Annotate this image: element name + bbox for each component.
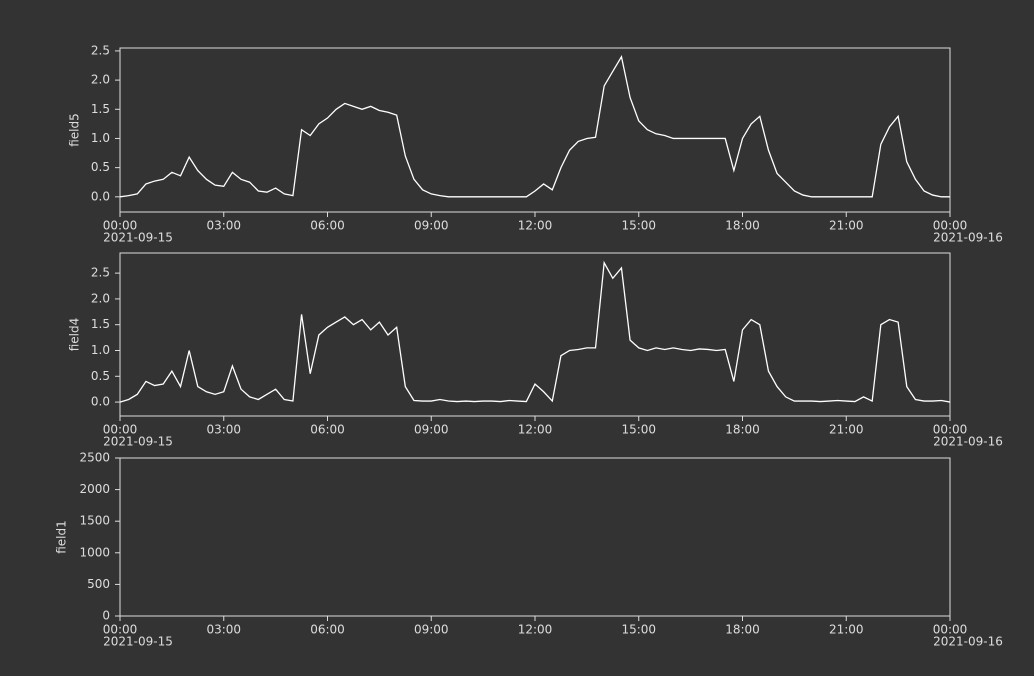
y-tick-label: 0.5 [91,160,110,174]
x-date-label: 2021-09-16 [933,635,1003,649]
y-axis-label: field1 [55,520,69,554]
x-tick-label: 00:00 [933,219,968,233]
x-tick-label: 00:00 [103,423,138,437]
y-axis-label: field5 [68,113,82,147]
x-tick-label: 00:00 [933,623,968,637]
y-tick-label: 0.0 [91,395,110,409]
x-date-label: 2021-09-15 [103,231,173,245]
x-tick-label: 21:00 [829,423,864,437]
y-tick-label: 1.5 [91,317,110,331]
x-tick-label: 12:00 [518,623,553,637]
y-tick-label: 0.5 [91,369,110,383]
x-tick-label: 03:00 [206,423,241,437]
x-date-label: 2021-09-16 [933,231,1003,245]
x-tick-label: 00:00 [933,423,968,437]
data-line [119,54,950,198]
x-tick-label: 09:00 [414,219,449,233]
y-tick-label: 2.5 [91,43,110,57]
y-axis-label: field4 [68,318,82,352]
x-tick-label: 18:00 [725,219,760,233]
x-tick-label: 00:00 [103,219,138,233]
plot-frame [119,457,951,617]
x-tick-label: 15:00 [621,423,656,437]
y-tick-label: 2.0 [91,73,110,87]
y-tick-label: 0.0 [91,189,110,203]
plot-frame [119,47,951,213]
x-date-label: 2021-09-15 [103,635,173,649]
y-tick-label: 500 [87,577,110,591]
x-date-label: 2021-09-16 [933,435,1003,449]
x-tick-label: 09:00 [414,423,449,437]
data-line [119,260,951,403]
x-tick-label: 06:00 [310,423,345,437]
y-tick-label: 1500 [79,514,110,528]
x-tick-label: 12:00 [518,219,553,233]
x-tick-label: 18:00 [725,423,760,437]
x-tick-label: 21:00 [829,623,864,637]
y-tick-label: 1.5 [91,102,110,116]
subplot: 0500100015002000250000:002021-09-1503:00… [55,451,1003,649]
y-tick-label: 2.5 [91,266,110,280]
x-tick-label: 15:00 [621,623,656,637]
x-tick-label: 06:00 [310,219,345,233]
y-tick-label: 2500 [79,451,110,465]
y-tick-label: 2.0 [91,291,110,305]
y-tick-label: 2000 [79,482,110,496]
x-tick-label: 09:00 [414,623,449,637]
x-tick-label: 21:00 [829,219,864,233]
x-tick-label: 18:00 [725,623,760,637]
x-tick-label: 03:00 [206,623,241,637]
y-tick-label: 1.0 [91,343,110,357]
x-tick-label: 12:00 [518,423,553,437]
y-tick-label: 1000 [79,545,110,559]
x-tick-label: 15:00 [621,219,656,233]
y-tick-label: 1.0 [91,131,110,145]
x-tick-label: 00:00 [103,623,138,637]
x-tick-label: 06:00 [310,623,345,637]
x-date-label: 2021-09-15 [103,435,173,449]
y-tick-label: 0 [102,609,110,623]
x-tick-label: 03:00 [206,219,241,233]
